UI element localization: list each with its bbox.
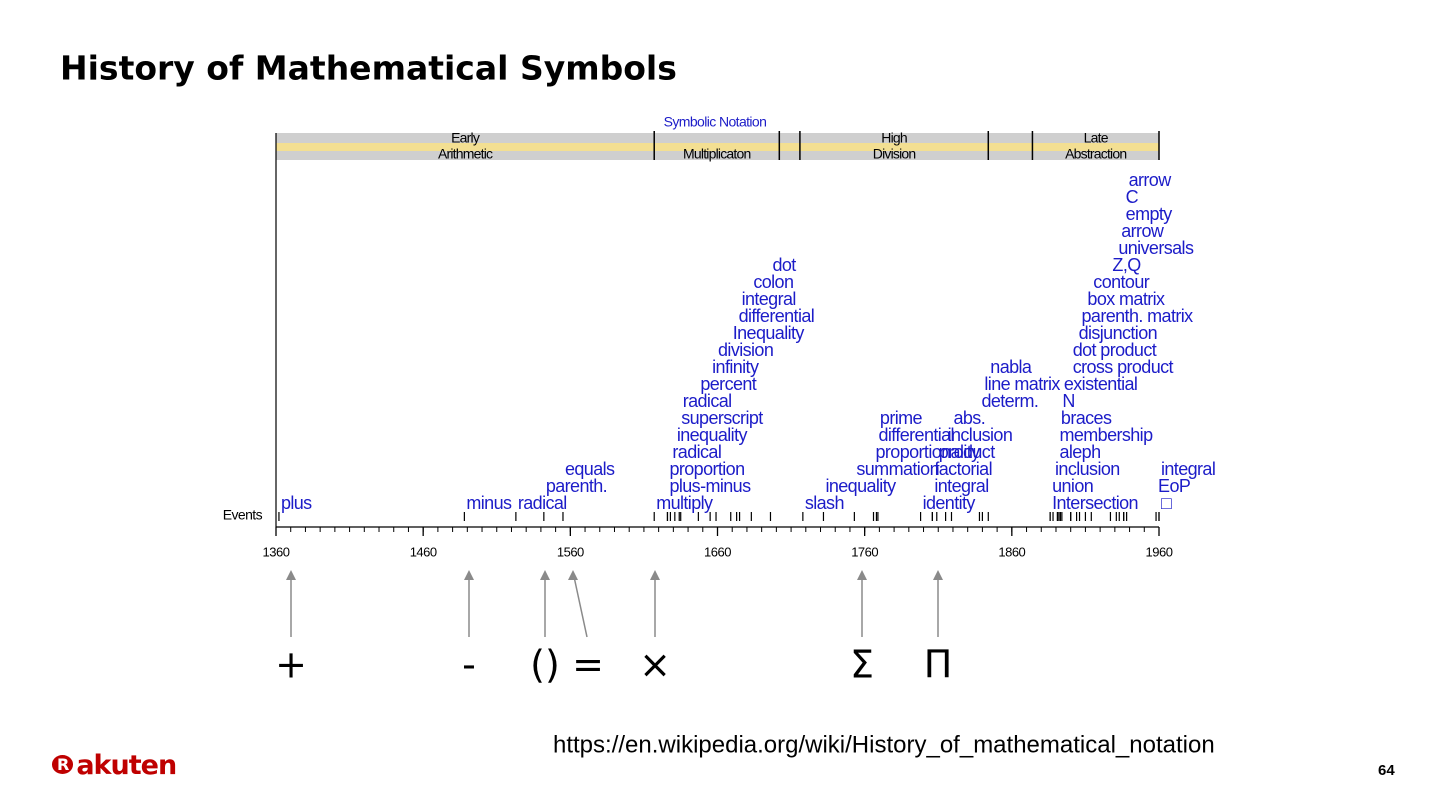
event-label: cross product: [1073, 357, 1174, 377]
math-symbol: +: [275, 643, 307, 687]
event-label: differential: [878, 425, 954, 445]
arrow-head: [857, 570, 867, 580]
event-label: superscript: [681, 408, 763, 428]
math-symbol: Π: [924, 643, 953, 687]
slide-title: History of Mathematical Symbols: [60, 49, 677, 88]
event-label: contour: [1093, 272, 1149, 292]
arrow-head: [286, 570, 296, 580]
event-label: identity: [923, 493, 976, 513]
event-label: inclusion: [948, 425, 1013, 445]
math-symbol: -: [462, 643, 476, 687]
x-tick-label: 1360: [263, 544, 290, 559]
event-label: inequality: [677, 425, 748, 445]
event-label: existential: [1064, 374, 1137, 394]
event-label: proportionality: [875, 442, 980, 462]
event-label: factorial: [934, 459, 992, 479]
math-symbol: Σ: [850, 643, 874, 687]
arrow-shaft: [572, 571, 588, 638]
era-label: Arithmetic: [438, 146, 493, 162]
arrow-head: [650, 570, 660, 580]
timeline-header: Symbolic Notation: [664, 114, 767, 130]
event-label: prime: [880, 408, 923, 428]
event-label: radical: [518, 493, 567, 513]
event-label: Inequality: [733, 323, 805, 343]
event-label: summation: [856, 459, 939, 479]
x-tick-label: 1760: [851, 544, 878, 559]
event-label: colon: [753, 272, 793, 292]
event-label: infinity: [712, 357, 759, 377]
event-label: Intersection: [1052, 493, 1138, 513]
event-label: □: [1161, 493, 1172, 513]
event-label: aleph: [1059, 442, 1100, 462]
event-label: integral: [742, 289, 796, 309]
event-label: proportion: [669, 459, 744, 479]
event-label: union: [1052, 476, 1093, 496]
event-label: line matrix: [984, 374, 1060, 394]
event-label: C: [1126, 187, 1139, 207]
logo: Rakuten: [57, 750, 177, 781]
event-label: dot: [772, 255, 796, 275]
x-tick-label: 1960: [1146, 544, 1173, 559]
event-label: membership: [1059, 425, 1153, 445]
era-band-stripe: [276, 143, 1159, 151]
era-label: High: [881, 130, 907, 146]
era-label: Early: [451, 130, 480, 146]
event-label: plus: [281, 493, 312, 513]
arrow-head: [464, 570, 474, 580]
event-label: inclusion: [1055, 459, 1120, 479]
event-label: N: [1062, 391, 1074, 411]
math-symbol: (): [530, 643, 560, 687]
page-number: 64: [1378, 762, 1395, 779]
event-label: integral: [934, 476, 988, 496]
event-label: minus: [466, 493, 512, 513]
event-label: product: [939, 442, 995, 462]
event-label: differential: [739, 306, 815, 326]
event-label: EoP: [1158, 476, 1191, 496]
x-tick-label: 1860: [998, 544, 1025, 559]
arrow-head: [540, 570, 550, 580]
event-label: abs.: [953, 408, 985, 428]
event-label: universals: [1118, 238, 1194, 258]
event-label: arrow: [1129, 170, 1173, 190]
event-label: percent: [700, 374, 756, 394]
era-label: Late: [1084, 130, 1109, 146]
math-symbol: =: [572, 643, 604, 687]
event-label: inequality: [825, 476, 896, 496]
era-label: Multiplicaton: [683, 146, 750, 162]
event-label: disjunction: [1079, 323, 1157, 343]
era-label: Abstraction: [1065, 146, 1126, 162]
math-symbol: ×: [639, 643, 671, 687]
event-label: arrow: [1121, 221, 1165, 241]
event-label: box matrix: [1087, 289, 1165, 309]
event-label: Z,Q: [1112, 255, 1141, 275]
event-label: division: [718, 340, 773, 360]
x-tick-label: 1560: [557, 544, 584, 559]
event-label: dot product: [1073, 340, 1157, 360]
event-label: braces: [1061, 408, 1112, 428]
x-tick-label: 1660: [704, 544, 731, 559]
source-url: https://en.wikipedia.org/wiki/History_of…: [553, 731, 1215, 758]
event-label: radical: [672, 442, 721, 462]
arrow-head: [568, 570, 578, 580]
arrow-head: [933, 570, 943, 580]
event-label: multiply: [656, 493, 713, 513]
event-label: slash: [805, 493, 844, 513]
x-tick-label: 1460: [410, 544, 437, 559]
event-label: equals: [565, 459, 615, 479]
event-label: radical: [683, 391, 732, 411]
events-label: Events: [223, 507, 263, 523]
era-label: Division: [873, 146, 916, 162]
event-label: parenth.: [546, 476, 607, 496]
event-label: determ.: [981, 391, 1038, 411]
event-label: parenth. matrix: [1082, 306, 1194, 326]
event-label: nabla: [990, 357, 1033, 377]
event-label: plus-minus: [669, 476, 751, 496]
event-label: empty: [1126, 204, 1173, 224]
event-label: integral: [1161, 459, 1215, 479]
